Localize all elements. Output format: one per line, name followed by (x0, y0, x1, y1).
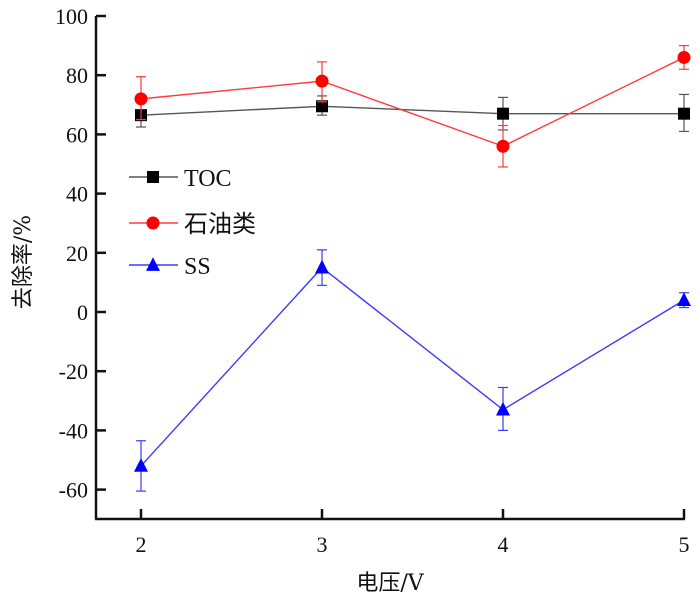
data-point (677, 292, 691, 307)
x-tick-label: 2 (136, 532, 147, 557)
data-point (677, 50, 691, 64)
y-tick-label: 80 (66, 63, 88, 88)
series-layer (134, 44, 691, 492)
legend-label: SS (184, 254, 211, 280)
legend: TOC 石油类 SS (129, 166, 256, 280)
legend-marker (146, 257, 160, 271)
data-point (497, 107, 509, 120)
y-axis-title: 去除率/% (11, 215, 36, 309)
y-tick-label: 100 (55, 4, 88, 29)
series-line (140, 56, 685, 147)
y-tick-label: -20 (59, 359, 88, 384)
legend-label: 石油类 (184, 211, 256, 238)
x-tick-label: 4 (498, 532, 509, 557)
data-point (134, 92, 148, 106)
axes: -60 -40 -20 0 20 40 60 80 100 2 3 4 5 (55, 4, 690, 557)
x-tick-label: 5 (679, 532, 690, 557)
legend-item: SS (129, 254, 211, 280)
legend-item: 石油类 (129, 211, 256, 238)
x-tick-label: 3 (317, 532, 328, 557)
legend-marker (146, 216, 160, 230)
y-tick-label: 20 (66, 241, 88, 266)
y-tick-label: -60 (59, 478, 88, 503)
legend-label: TOC (184, 166, 232, 192)
y-tick-label: -40 (59, 418, 88, 443)
data-point (496, 139, 510, 153)
series-line (140, 266, 685, 467)
y-tick-label: 40 (66, 182, 88, 207)
data-point (678, 107, 690, 120)
data-point (496, 401, 510, 416)
y-tick-label: 60 (66, 122, 88, 147)
y-tick-label: 0 (77, 300, 88, 325)
series-SS (134, 249, 691, 492)
x-axis-title: 电压/V (356, 571, 424, 596)
legend-marker (147, 171, 159, 183)
data-point (315, 259, 329, 274)
data-point (134, 458, 148, 472)
legend-item: TOC (129, 166, 232, 192)
series-line (140, 105, 684, 116)
data-point (315, 74, 329, 88)
data-point (316, 100, 328, 113)
series-石油类 (134, 44, 691, 168)
